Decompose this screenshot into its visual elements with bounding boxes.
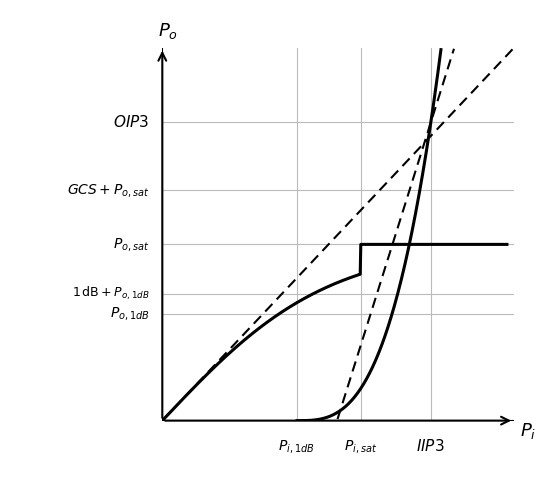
Text: $P_{o,sat}$: $P_{o,sat}$ — [113, 236, 149, 253]
Text: $P_{i,1dB}$: $P_{i,1dB}$ — [278, 437, 315, 455]
Text: $P_o$: $P_o$ — [158, 21, 178, 41]
Text: $P_{i,sat}$: $P_{i,sat}$ — [344, 437, 377, 455]
Text: $IIP3$: $IIP3$ — [417, 437, 445, 454]
Text: $GCS + P_{o,sat}$: $GCS + P_{o,sat}$ — [67, 182, 149, 199]
Text: $P_i$: $P_i$ — [520, 421, 537, 441]
Text: $1\,\mathrm{dB} + P_{o,1dB}$: $1\,\mathrm{dB} + P_{o,1dB}$ — [72, 285, 149, 302]
Text: $P_{o,1dB}$: $P_{o,1dB}$ — [110, 305, 149, 322]
Text: $OIP3$: $OIP3$ — [113, 114, 149, 130]
